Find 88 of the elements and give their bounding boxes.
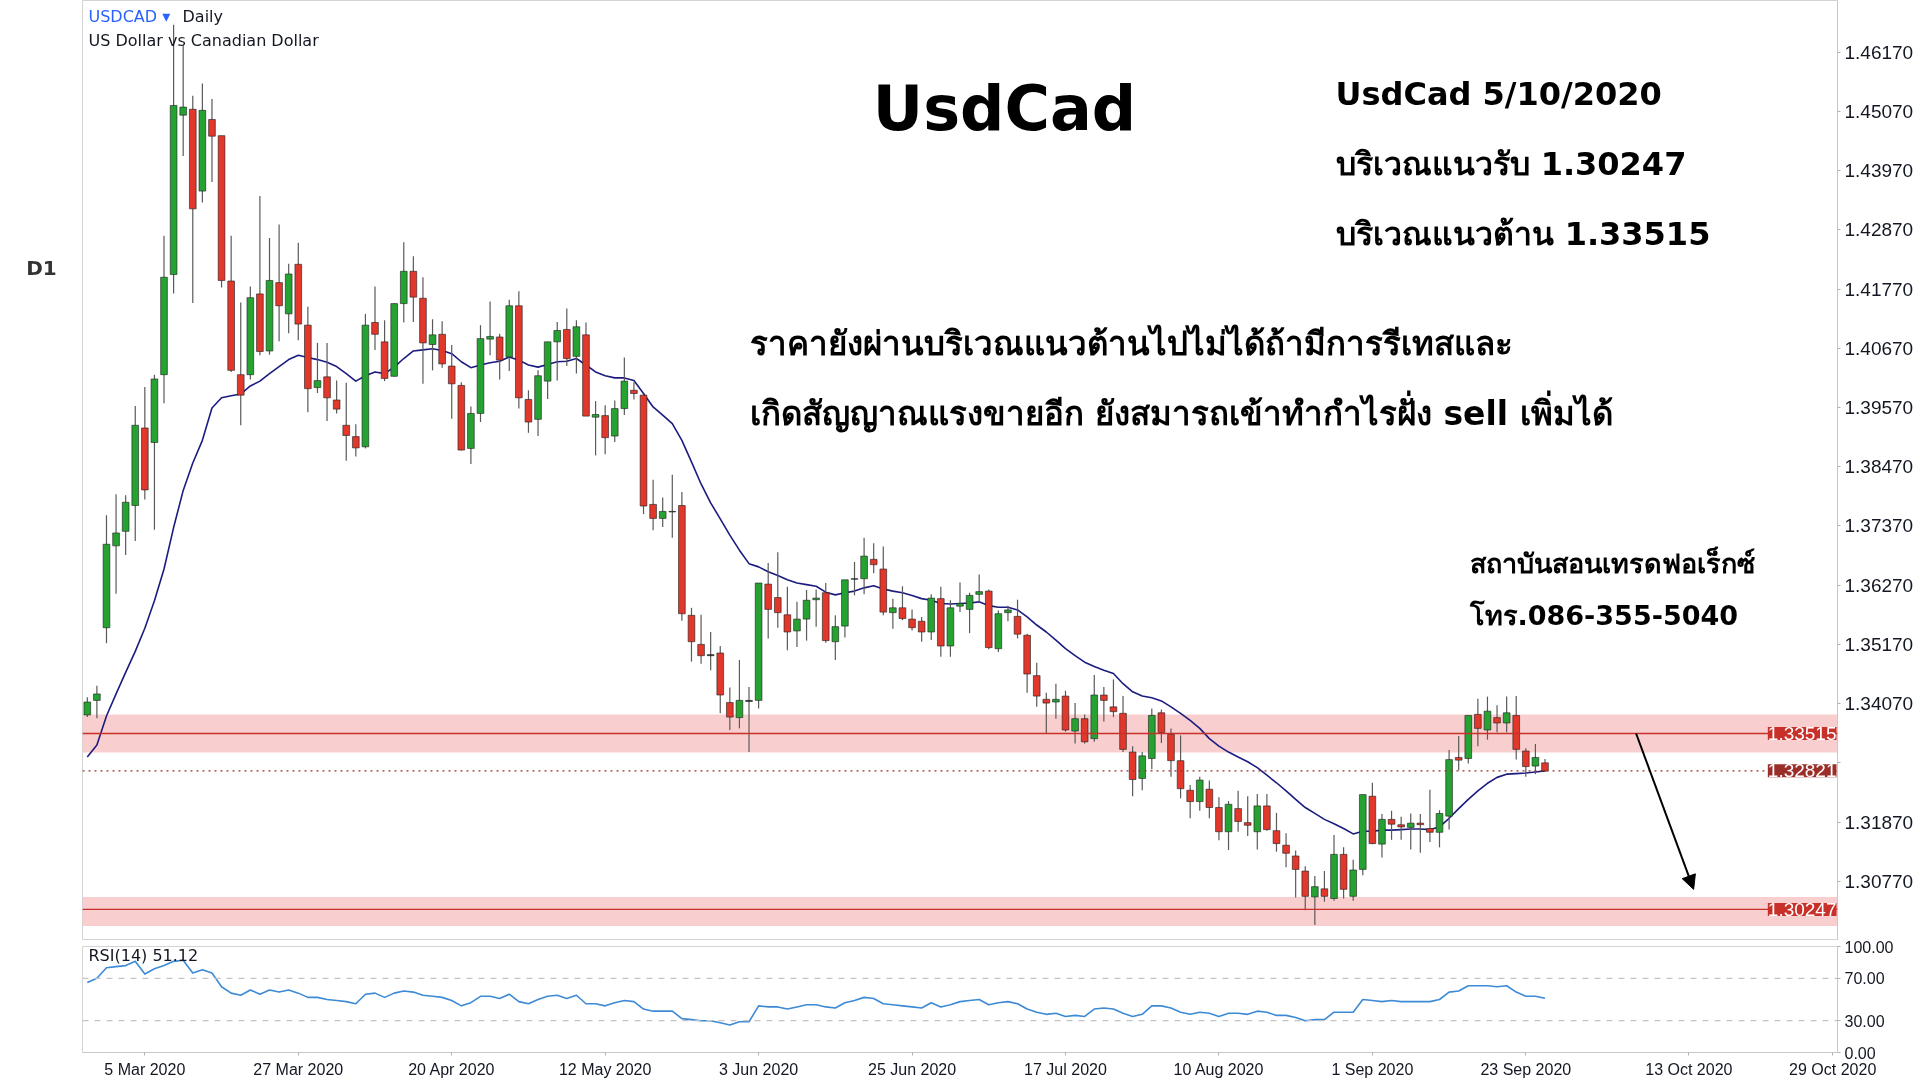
annotation: เกิดสัญญาณแรงขายอีก ยังสมารถเข้าทำกำไรฝั่ง sell เพิ่มได้: [749, 390, 1613, 433]
y-tick-label: 1.34070: [1844, 693, 1914, 715]
annotation: UsdCad 5/10/2020: [1335, 74, 1662, 113]
y-tick-label: 1.42870: [1844, 219, 1914, 241]
y-tick-label: 0.00: [1844, 1044, 1876, 1062]
chart-title: RSI(14) 51.12: [88, 945, 199, 965]
y-tick-label: 1.30770: [1844, 870, 1914, 892]
candlestick: [1033, 662, 1041, 708]
candlestick: [93, 685, 101, 719]
annotation: ราคายังผ่านบริเวณแนวต้านไปไม่ได้ถ้ามีการรีเทสและ: [749, 324, 1513, 363]
candlestick: [83, 696, 91, 718]
candlestick: [1426, 789, 1434, 843]
y-tick-label: 1.43970: [1844, 160, 1914, 182]
candlestick: [371, 285, 379, 351]
ref-line-label: 1.30247: [1767, 898, 1837, 920]
candlestick: [1186, 784, 1194, 819]
y-tick-label: 1.45070: [1844, 100, 1914, 122]
candlestick: [812, 588, 820, 628]
candlestick: [870, 542, 878, 574]
candlestick: [332, 379, 341, 415]
annotation: Daily: [182, 7, 223, 26]
candlestick: [486, 300, 494, 356]
y-tick-label: 1.41770: [1844, 278, 1914, 300]
candlestick: [745, 686, 753, 753]
candlestick: [793, 601, 801, 648]
candlestick: [1292, 849, 1300, 899]
y-tick-label: 70.00: [1844, 970, 1885, 988]
candlestick: [1004, 605, 1012, 622]
candlestick: [112, 493, 120, 595]
candlestick: [1109, 678, 1118, 718]
x-tick-label: 5 Mar 2020: [104, 1060, 186, 1078]
candlestick: [1042, 692, 1050, 735]
x-tick-label: 23 Sep 2020: [1480, 1060, 1572, 1078]
candlestick: [783, 586, 792, 651]
candlestick: [1272, 812, 1281, 853]
x-tick-label: 29 Oct 2020: [1789, 1060, 1877, 1078]
candlestick: [630, 381, 638, 401]
candlestick: [802, 589, 811, 642]
candlestick: [1397, 816, 1405, 841]
candlestick: [956, 581, 964, 613]
text: UsdCad: [872, 72, 1137, 145]
y-tick-label: 100.00: [1844, 938, 1894, 956]
candlestick: [1071, 702, 1079, 745]
x-tick-label: 25 Jun 2020: [868, 1060, 957, 1078]
annotation: บริเวณแนวรับ 1.30247: [1335, 144, 1687, 183]
candlestick: [524, 389, 533, 434]
candlestick: [208, 98, 216, 183]
x-tick-label: 3 Jun 2020: [719, 1060, 799, 1078]
y-tick-label: 1.35170: [1844, 633, 1914, 655]
text: D1: [26, 255, 57, 280]
candlestick: [1100, 686, 1108, 722]
x-tick-label: 13 Oct 2020: [1645, 1060, 1733, 1078]
x-tick-label: 10 Aug 2020: [1173, 1060, 1264, 1078]
candlestick: [1013, 599, 1022, 640]
ref-line-label: 1.33515: [1767, 723, 1837, 744]
annotation: โทร.086-355-5040: [1468, 599, 1739, 631]
candlestick: [908, 608, 916, 631]
candlestick: [448, 344, 456, 420]
annotation: สถาบันสอนเทรดฟอเร็กซ์: [1469, 546, 1755, 579]
candlestick: [342, 382, 350, 462]
y-tick-label: 1.40670: [1844, 337, 1914, 359]
candlestick: [323, 342, 331, 422]
y-tick-label: 1.31870: [1844, 811, 1914, 833]
y-tick-label: 1.39570: [1844, 397, 1914, 419]
candlestick: [975, 573, 983, 603]
annotation: บริเวณแนวต้าน 1.33515: [1335, 214, 1711, 253]
ref-line-label: 1.32821: [1767, 760, 1837, 782]
x-tick-label: 12 May 2020: [558, 1060, 652, 1078]
candlestick: [553, 321, 561, 382]
y-tick-label: 1.36270: [1844, 574, 1914, 596]
x-tick-label: 1 Sep 2020: [1331, 1060, 1414, 1078]
candlestick: [860, 537, 868, 595]
x-tick-label: 20 Apr 2020: [408, 1060, 495, 1078]
y-tick-label: 1.46170: [1844, 41, 1914, 63]
candlestick: [965, 592, 974, 634]
candlestick: [850, 561, 859, 596]
candlestick: [1493, 704, 1501, 733]
candlestick: [774, 551, 782, 629]
candlestick: [1263, 793, 1271, 832]
y-tick-label: 1.37370: [1844, 515, 1914, 537]
candlestick: [1282, 832, 1290, 868]
candlestick: [697, 614, 705, 665]
annotation: USDCAD ▾: [88, 7, 171, 26]
y-tick-label: 30.00: [1844, 1012, 1885, 1030]
x-tick-label: 17 Jul 2020: [1024, 1060, 1107, 1078]
x-tick-label: 27 Mar 2020: [253, 1060, 344, 1078]
candlestick: [1387, 810, 1396, 841]
y-tick-label: 1.38470: [1844, 456, 1914, 478]
